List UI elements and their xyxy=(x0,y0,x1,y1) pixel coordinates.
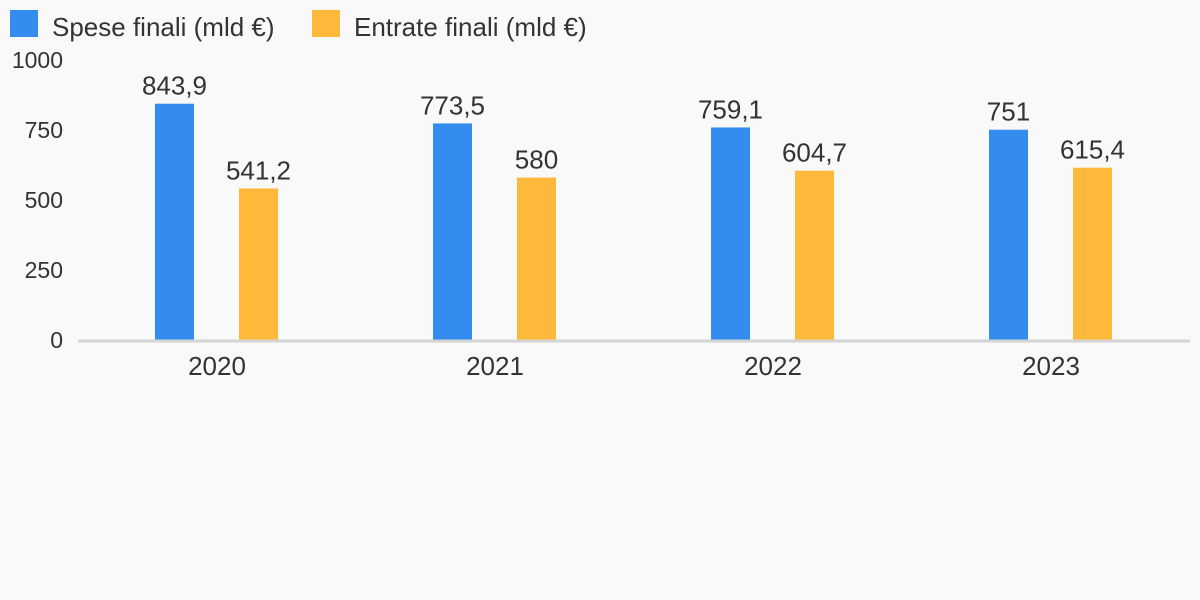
value-labels: 843,9 541,2 773,5 580 759,1 604,7 751 615,4 xyxy=(142,71,1125,186)
y-tick-label: 0 xyxy=(50,327,63,353)
bar-spese-2020 xyxy=(155,103,194,340)
y-tick-label: 750 xyxy=(25,117,63,143)
y-axis: 0 250 500 750 1000 xyxy=(12,47,63,353)
data-label: 773,5 xyxy=(420,90,485,120)
bar-spese-2022 xyxy=(711,127,750,341)
x-tick-label: 2020 xyxy=(188,351,246,381)
data-label: 751 xyxy=(987,97,1030,127)
y-tick-label: 500 xyxy=(25,187,63,213)
legend: Spese finali (mld €) Entrate finali (mld … xyxy=(10,10,587,42)
y-tick-label: 250 xyxy=(25,257,63,283)
data-label: 615,4 xyxy=(1060,135,1125,165)
x-tick-label: 2021 xyxy=(466,351,524,381)
x-tick-label: 2023 xyxy=(1022,351,1080,381)
x-tick-label: 2022 xyxy=(744,351,802,381)
bar-entrate-2020 xyxy=(239,188,278,340)
bar-entrate-2022 xyxy=(795,170,834,340)
legend-swatch-1 xyxy=(10,10,38,37)
legend-swatch-2 xyxy=(312,10,340,37)
data-label: 541,2 xyxy=(226,155,291,185)
y-tick-label: 1000 xyxy=(12,47,63,73)
data-label: 580 xyxy=(515,145,558,175)
data-label: 843,9 xyxy=(142,71,207,101)
data-label: 604,7 xyxy=(782,138,847,168)
bar-entrate-2021 xyxy=(517,177,556,340)
bars xyxy=(155,103,1112,341)
legend-label-2: Entrate finali (mld €) xyxy=(354,12,587,42)
legend-label-1: Spese finali (mld €) xyxy=(52,12,275,42)
bar-spese-2023 xyxy=(989,129,1028,340)
x-axis: 2020 2021 2022 2023 xyxy=(188,351,1080,381)
bar-entrate-2023 xyxy=(1073,167,1112,340)
bar-spese-2021 xyxy=(433,123,472,340)
data-label: 759,1 xyxy=(698,94,763,124)
